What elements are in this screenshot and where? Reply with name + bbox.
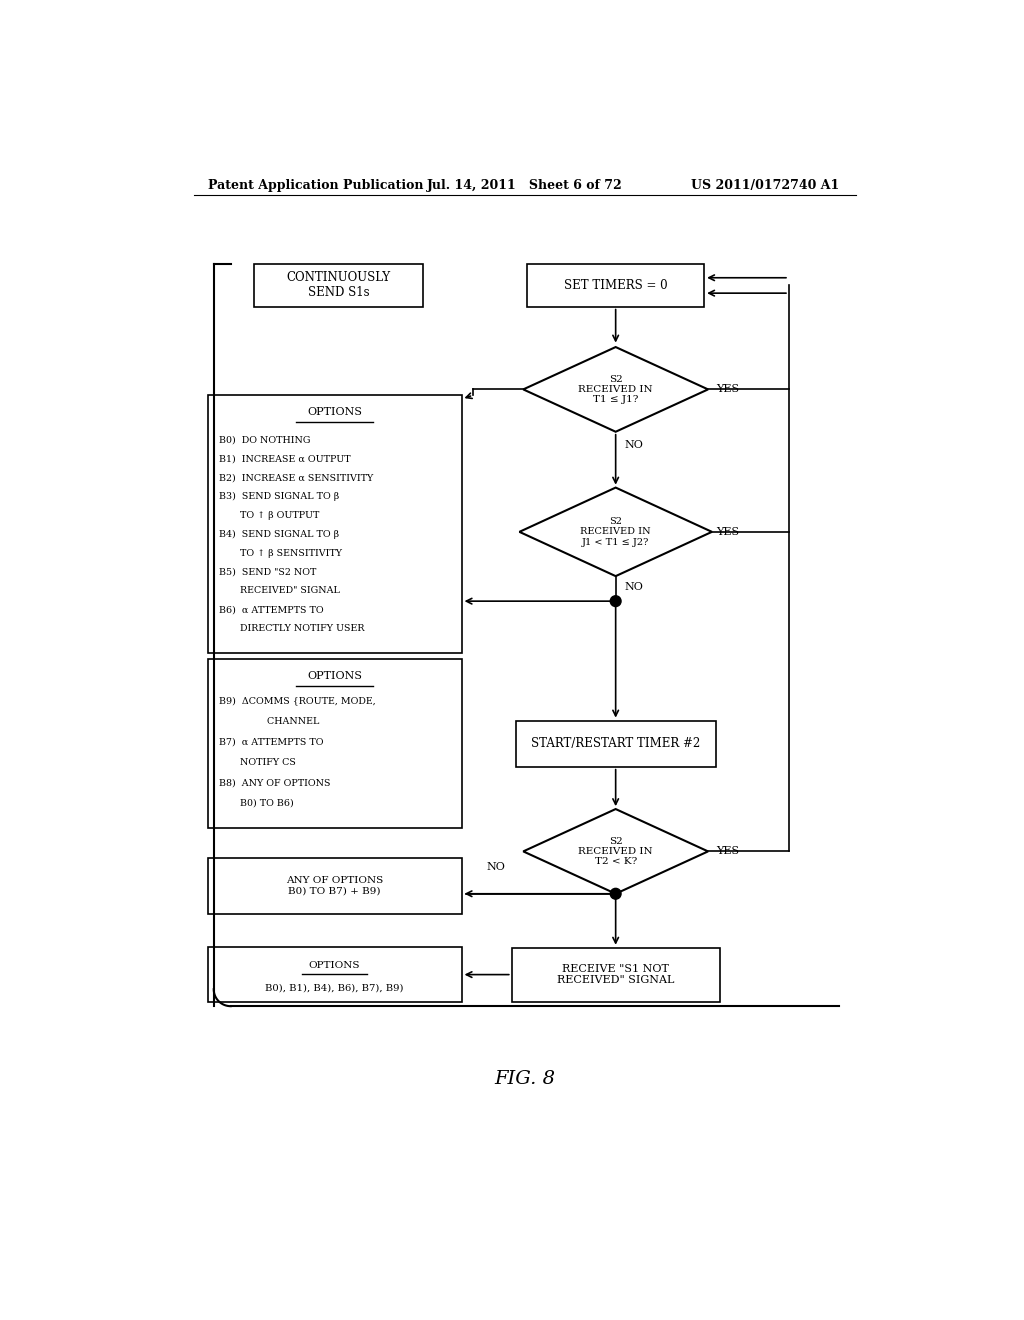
Text: ANY OF OPTIONS
B0) TO B7) + B9): ANY OF OPTIONS B0) TO B7) + B9) — [286, 876, 383, 896]
Text: B3)  SEND SIGNAL TO β: B3) SEND SIGNAL TO β — [219, 492, 339, 502]
Text: B6)  α ATTEMPTS TO: B6) α ATTEMPTS TO — [219, 605, 324, 614]
Text: B0), B1), B4), B6), B7), B9): B0), B1), B4), B6), B7), B9) — [265, 983, 403, 993]
Text: OPTIONS: OPTIONS — [307, 407, 362, 417]
Text: Jul. 14, 2011   Sheet 6 of 72: Jul. 14, 2011 Sheet 6 of 72 — [427, 178, 623, 191]
Text: B1)  INCREASE α OUTPUT: B1) INCREASE α OUTPUT — [219, 454, 351, 463]
Text: B7)  α ATTEMPTS TO: B7) α ATTEMPTS TO — [219, 738, 324, 747]
Circle shape — [610, 595, 621, 607]
Text: TO ↑ β SENSITIVITY: TO ↑ β SENSITIVITY — [219, 549, 342, 557]
Text: OPTIONS: OPTIONS — [307, 671, 362, 681]
Text: S2
RECEIVED IN
T2 < K?: S2 RECEIVED IN T2 < K? — [579, 837, 653, 866]
Text: Patent Application Publication: Patent Application Publication — [208, 178, 423, 191]
FancyBboxPatch shape — [527, 264, 705, 306]
Text: B9)  ΔCOMMS {ROUTE, MODE,: B9) ΔCOMMS {ROUTE, MODE, — [219, 697, 376, 706]
Circle shape — [610, 888, 621, 899]
Text: NO: NO — [625, 440, 644, 450]
Text: RECEIVE "S1 NOT
RECEIVED" SIGNAL: RECEIVE "S1 NOT RECEIVED" SIGNAL — [557, 964, 675, 986]
Text: YES: YES — [716, 527, 739, 537]
Text: TO ↑ β OUTPUT: TO ↑ β OUTPUT — [219, 511, 319, 520]
Polygon shape — [519, 487, 712, 576]
FancyBboxPatch shape — [208, 946, 462, 1002]
Text: B4)  SEND SIGNAL TO β: B4) SEND SIGNAL TO β — [219, 529, 339, 539]
Text: B8)  ANY OF OPTIONS: B8) ANY OF OPTIONS — [219, 779, 331, 787]
Text: B2)  INCREASE α SENSITIVITY: B2) INCREASE α SENSITIVITY — [219, 473, 374, 482]
Text: SET TIMERS = 0: SET TIMERS = 0 — [564, 279, 668, 292]
FancyBboxPatch shape — [208, 659, 462, 829]
Text: NO: NO — [625, 582, 644, 593]
Text: B5)  SEND "S2 NOT: B5) SEND "S2 NOT — [219, 568, 316, 577]
Text: US 2011/0172740 A1: US 2011/0172740 A1 — [691, 178, 839, 191]
Text: YES: YES — [716, 846, 739, 857]
Text: CONTINUOUSLY
SEND S1s: CONTINUOUSLY SEND S1s — [287, 272, 390, 300]
Text: B0) TO B6): B0) TO B6) — [219, 799, 294, 808]
Text: S2
RECEIVED IN
T1 ≤ J1?: S2 RECEIVED IN T1 ≤ J1? — [579, 375, 653, 404]
Text: RECEIVED" SIGNAL: RECEIVED" SIGNAL — [219, 586, 340, 595]
Text: OPTIONS: OPTIONS — [309, 961, 360, 970]
Text: CHANNEL: CHANNEL — [219, 717, 319, 726]
FancyBboxPatch shape — [515, 721, 716, 767]
FancyBboxPatch shape — [208, 395, 462, 653]
Text: B0)  DO NOTHING: B0) DO NOTHING — [219, 436, 310, 445]
Polygon shape — [523, 347, 708, 432]
Text: NO: NO — [486, 862, 506, 871]
Text: S2
RECEIVED IN
J1 < T1 ≤ J2?: S2 RECEIVED IN J1 < T1 ≤ J2? — [581, 517, 651, 546]
FancyBboxPatch shape — [208, 858, 462, 913]
Text: NOTIFY CS: NOTIFY CS — [219, 758, 296, 767]
Text: START/RESTART TIMER #2: START/RESTART TIMER #2 — [531, 737, 700, 750]
Text: DIRECTLY NOTIFY USER: DIRECTLY NOTIFY USER — [219, 624, 365, 634]
Text: FIG. 8: FIG. 8 — [495, 1069, 555, 1088]
FancyBboxPatch shape — [254, 264, 423, 306]
FancyBboxPatch shape — [512, 948, 720, 1002]
Text: YES: YES — [716, 384, 739, 395]
Polygon shape — [523, 809, 708, 894]
